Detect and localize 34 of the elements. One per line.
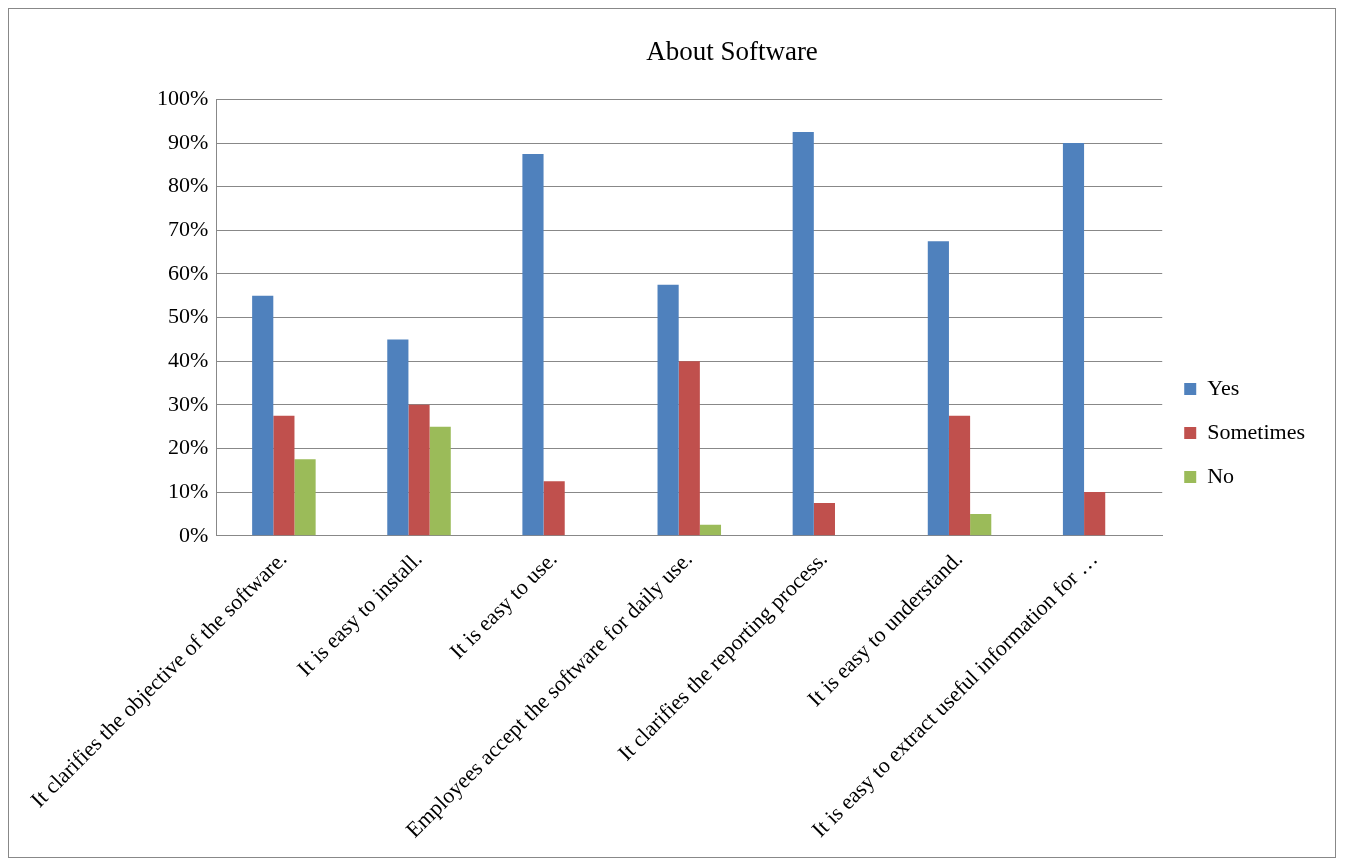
bar (522, 153, 544, 536)
bar (294, 459, 316, 536)
y-tick-label: 70% (168, 216, 209, 242)
bar (252, 295, 274, 536)
y-tick-label: 50% (168, 303, 209, 329)
x-tick-label: It is easy to use. (444, 546, 562, 664)
y-tick-label: 20% (168, 434, 209, 460)
y-tick-label: 30% (168, 390, 209, 416)
bar (678, 361, 700, 536)
bar (1084, 492, 1106, 536)
y-tick-label: 60% (168, 259, 209, 285)
bar (429, 426, 451, 536)
bar (699, 524, 722, 536)
legend-label: No (1207, 462, 1235, 488)
bar (273, 415, 295, 536)
bar (387, 339, 409, 536)
bar (813, 503, 835, 536)
bar (1062, 143, 1085, 536)
y-tick-label: 80% (168, 172, 209, 198)
y-tick-label: 40% (168, 346, 209, 372)
bar (657, 284, 679, 536)
y-tick-label: 90% (168, 128, 209, 154)
y-tick-label: 0% (179, 521, 209, 547)
y-tick-label: 10% (168, 477, 209, 503)
bar (927, 241, 949, 536)
legend-label: Sometimes (1207, 418, 1306, 444)
y-tick-label: 100% (157, 85, 209, 111)
bar (792, 132, 814, 536)
bar (970, 513, 992, 536)
chart-title: About Software (646, 36, 818, 67)
bar (543, 481, 565, 536)
bar (948, 415, 971, 536)
bar (408, 404, 430, 536)
legend-label: Yes (1207, 374, 1240, 400)
